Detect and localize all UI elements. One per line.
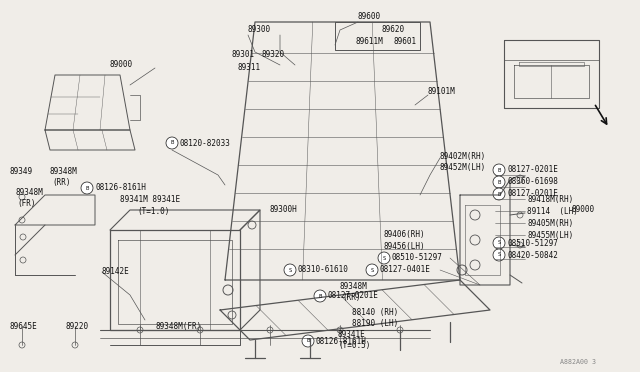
Text: 89418M(RH): 89418M(RH) — [527, 195, 573, 204]
Text: 89341E: 89341E — [338, 330, 365, 339]
Text: S: S — [371, 267, 374, 273]
Circle shape — [493, 249, 505, 261]
Circle shape — [81, 182, 93, 194]
Text: 08127-0201E: 08127-0201E — [328, 292, 379, 301]
Text: S: S — [497, 241, 500, 246]
Text: 89348M: 89348M — [15, 188, 43, 197]
Text: S: S — [289, 267, 292, 273]
Text: A882A00 3: A882A00 3 — [560, 359, 596, 365]
Text: B: B — [497, 167, 500, 173]
Circle shape — [284, 264, 296, 276]
Circle shape — [493, 164, 505, 176]
Text: 89142E: 89142E — [102, 267, 130, 276]
Text: 89301: 89301 — [232, 50, 255, 59]
Text: 89000: 89000 — [110, 60, 133, 69]
Text: B: B — [85, 186, 88, 190]
Text: 88190 (LH): 88190 (LH) — [352, 319, 398, 328]
Text: 89000: 89000 — [572, 205, 595, 214]
Text: 89220: 89220 — [65, 322, 88, 331]
Text: 89405M(RH): 89405M(RH) — [527, 219, 573, 228]
Text: 89455M(LH): 89455M(LH) — [527, 231, 573, 240]
Text: 89611M: 89611M — [356, 37, 384, 46]
Text: 89348M: 89348M — [340, 282, 368, 291]
Text: 08126-8161H: 08126-8161H — [95, 183, 146, 192]
Text: 08510-51297: 08510-51297 — [392, 253, 443, 263]
Text: (FR): (FR) — [17, 199, 35, 208]
Text: 89452M(LH): 89452M(LH) — [440, 163, 486, 172]
Text: 08127-0401E: 08127-0401E — [380, 266, 431, 275]
Text: (T=0.5): (T=0.5) — [338, 341, 371, 350]
Circle shape — [493, 237, 505, 249]
Text: 89320: 89320 — [262, 50, 285, 59]
Text: B: B — [307, 339, 310, 343]
Text: B: B — [497, 192, 500, 196]
Text: 89402M(RH): 89402M(RH) — [440, 152, 486, 161]
Text: 88140 (RH): 88140 (RH) — [352, 308, 398, 317]
Text: 08127-0201E: 08127-0201E — [507, 189, 558, 199]
Circle shape — [166, 137, 178, 149]
Text: 08310-61610: 08310-61610 — [298, 266, 349, 275]
Text: 08420-50842: 08420-50842 — [507, 250, 558, 260]
Text: (T=1.0): (T=1.0) — [137, 207, 170, 216]
Text: (RR): (RR) — [342, 293, 360, 302]
Text: 89406(RH): 89406(RH) — [384, 230, 426, 239]
Circle shape — [314, 290, 326, 302]
Text: 08510-51297: 08510-51297 — [507, 238, 558, 247]
Text: 89601: 89601 — [393, 37, 416, 46]
Text: 89349: 89349 — [10, 167, 33, 176]
Text: 89101M: 89101M — [428, 87, 456, 96]
Text: B: B — [318, 294, 322, 298]
Text: B: B — [170, 141, 173, 145]
Text: 08127-0201E: 08127-0201E — [507, 166, 558, 174]
Text: B: B — [497, 180, 500, 185]
Text: S: S — [382, 256, 386, 260]
Text: 08120-82033: 08120-82033 — [180, 138, 231, 148]
Text: 89600: 89600 — [358, 12, 381, 21]
Text: 89341M 89341E: 89341M 89341E — [120, 195, 180, 204]
Circle shape — [493, 188, 505, 200]
Text: 89620: 89620 — [382, 25, 405, 34]
Text: 89114  (LH): 89114 (LH) — [527, 207, 578, 216]
Circle shape — [366, 264, 378, 276]
Text: 89348M(FR): 89348M(FR) — [155, 322, 201, 331]
Circle shape — [493, 176, 505, 188]
Text: (RR): (RR) — [52, 178, 70, 187]
Text: 89311: 89311 — [237, 63, 260, 72]
Text: 89645E: 89645E — [10, 322, 38, 331]
Text: 89300H: 89300H — [270, 205, 298, 214]
Text: 89300: 89300 — [248, 25, 271, 34]
Text: S: S — [497, 253, 500, 257]
Text: 89348M: 89348M — [50, 167, 77, 176]
Circle shape — [302, 335, 314, 347]
Circle shape — [378, 252, 390, 264]
Text: 08360-61698: 08360-61698 — [507, 177, 558, 186]
Text: 08126-8161H: 08126-8161H — [316, 337, 367, 346]
Text: 89456(LH): 89456(LH) — [384, 242, 426, 251]
